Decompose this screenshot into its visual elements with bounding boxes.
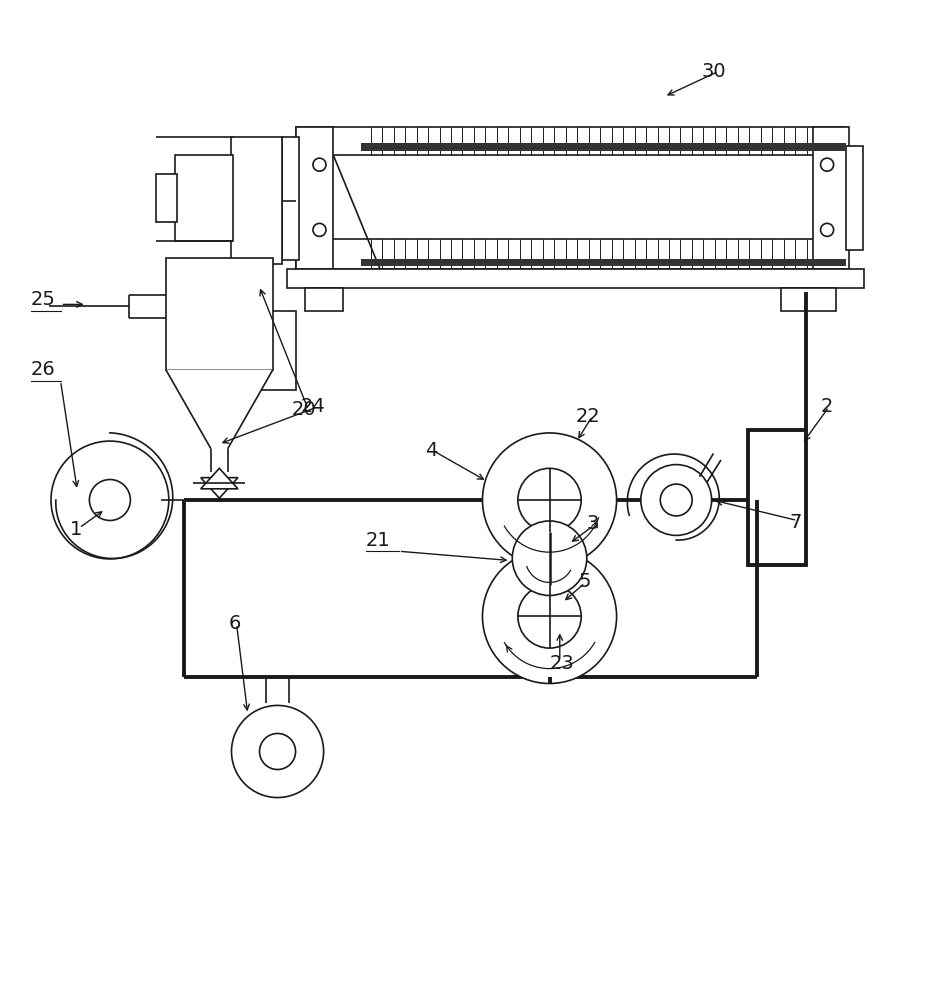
Bar	[296, 127, 845, 155]
Text: 21: 21	[366, 531, 390, 550]
Circle shape	[89, 480, 130, 520]
Text: 3: 3	[586, 514, 598, 533]
Bar	[227, 311, 296, 390]
Text: 1: 1	[70, 520, 82, 539]
Polygon shape	[166, 370, 272, 449]
Text: 26: 26	[31, 360, 55, 379]
Circle shape	[482, 549, 616, 683]
Bar	[361, 143, 845, 151]
Circle shape	[231, 705, 323, 798]
Text: 24: 24	[300, 397, 325, 416]
Text: 25: 25	[31, 290, 55, 309]
Bar	[286, 269, 863, 288]
Bar	[361, 259, 845, 266]
Text: 2: 2	[820, 397, 832, 416]
Bar	[296, 239, 845, 269]
Bar	[166, 258, 272, 370]
Bar	[231, 137, 282, 264]
Circle shape	[640, 465, 710, 535]
Polygon shape	[200, 478, 238, 498]
Bar	[296, 127, 333, 269]
Bar	[747, 430, 805, 565]
Text: 22: 22	[575, 407, 600, 426]
Circle shape	[482, 433, 616, 567]
Text: 7: 7	[789, 513, 801, 532]
Text: 23: 23	[548, 654, 574, 673]
Bar	[175, 155, 233, 241]
Bar	[235, 269, 263, 316]
Circle shape	[259, 733, 295, 770]
Circle shape	[512, 521, 586, 595]
Bar	[780, 288, 836, 311]
Polygon shape	[200, 468, 238, 489]
Bar	[282, 137, 299, 260]
Circle shape	[660, 484, 692, 516]
Circle shape	[518, 585, 580, 648]
Bar	[812, 127, 848, 269]
Circle shape	[51, 441, 168, 559]
Text: 30: 30	[701, 62, 725, 81]
Text: 4: 4	[424, 441, 436, 460]
Circle shape	[518, 468, 580, 532]
Text: 5: 5	[578, 572, 591, 591]
Bar	[845, 146, 861, 250]
Bar	[156, 174, 177, 222]
Bar	[305, 288, 343, 311]
Text: 20: 20	[291, 400, 315, 419]
Text: 6: 6	[229, 614, 241, 633]
